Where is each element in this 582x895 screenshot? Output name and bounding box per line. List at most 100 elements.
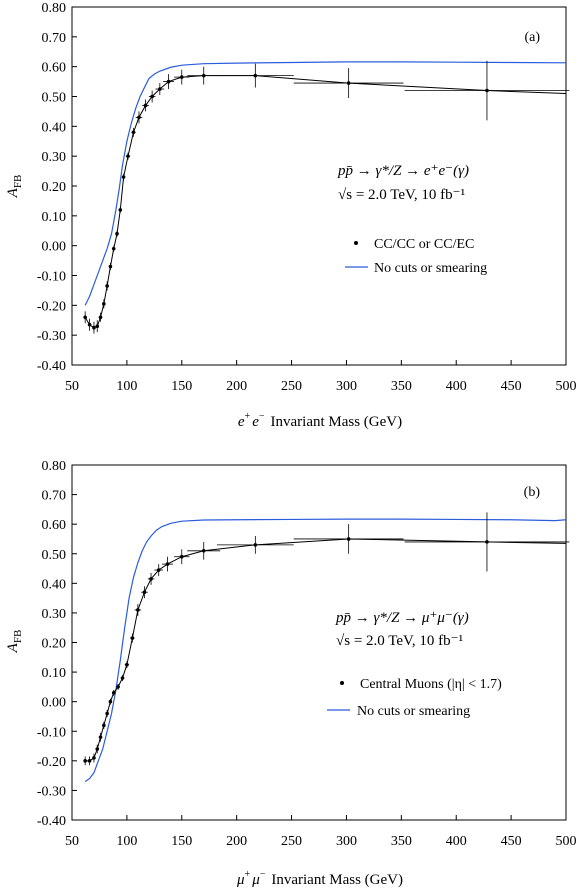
data-point bbox=[253, 73, 258, 78]
x-tick-label: 150 bbox=[171, 834, 192, 849]
y-axis: -0.40 -0.30 -0.20 -0.10 0.00 0.10 0.20 0.30 0.40… bbox=[37, 459, 77, 829]
data-point bbox=[166, 79, 171, 84]
y-axis-title: AFB bbox=[5, 175, 24, 199]
data-point bbox=[253, 543, 258, 547]
data-point bbox=[98, 735, 103, 739]
x-tick-label: 300 bbox=[336, 379, 357, 394]
data-point bbox=[120, 676, 125, 680]
y-tick-label: 0.70 bbox=[42, 31, 67, 46]
y-axis-title: AFB bbox=[5, 630, 24, 654]
theory-line bbox=[84, 61, 567, 306]
x-tick-label: 350 bbox=[391, 834, 412, 849]
data-point bbox=[95, 324, 100, 329]
x-tick-label: 400 bbox=[446, 379, 467, 394]
x-tick-label: 250 bbox=[281, 834, 302, 849]
x-tick-label: 450 bbox=[501, 379, 522, 394]
x-tick-label: 350 bbox=[391, 379, 412, 394]
legend-label-data: Central Muons (|η| < 1.7) bbox=[360, 677, 502, 692]
fit-line bbox=[84, 75, 567, 329]
x-tick-label: 100 bbox=[116, 379, 137, 394]
y-tick-label: -0.10 bbox=[37, 725, 66, 740]
data-point bbox=[102, 723, 106, 728]
x-tick-label: 300 bbox=[336, 834, 357, 849]
x-tick-label: 50 bbox=[65, 834, 79, 849]
data-point bbox=[156, 568, 161, 572]
x-tick-label: 250 bbox=[281, 379, 302, 394]
data-point bbox=[108, 264, 113, 269]
legend: CC/CC or CC/EC No cuts or smearing bbox=[345, 237, 487, 276]
data-point bbox=[125, 662, 129, 667]
x-tick-label: 500 bbox=[556, 379, 577, 394]
data-point bbox=[87, 322, 92, 327]
data-point bbox=[83, 315, 87, 320]
data-point bbox=[137, 115, 141, 120]
panel-label: (a) bbox=[524, 30, 540, 45]
x-tick-label: 150 bbox=[171, 379, 192, 394]
legend: Central Muons (|η| < 1.7) No cuts or sme… bbox=[327, 677, 502, 719]
data-point bbox=[83, 759, 87, 763]
y-tick-label: 0.00 bbox=[42, 696, 67, 711]
data-point bbox=[105, 711, 109, 716]
data-point bbox=[136, 608, 140, 612]
data-point bbox=[118, 208, 123, 212]
x-tick-label: 200 bbox=[226, 379, 247, 394]
data-point bbox=[201, 73, 206, 78]
y-tick-label: 0.50 bbox=[42, 548, 67, 563]
legend-marker-points bbox=[340, 681, 344, 685]
y-tick-label: 0.40 bbox=[42, 120, 67, 135]
y-tick-label: -0.20 bbox=[37, 755, 66, 770]
y-tick-label: 0.30 bbox=[42, 607, 67, 622]
data-point bbox=[158, 87, 162, 91]
y-tick-label: 0.60 bbox=[42, 518, 67, 533]
process-annotation: pp̄ → γ*/Z → μ⁺μ⁻(γ) bbox=[335, 610, 469, 626]
process-annotation: pp̄ → γ*/Z → e⁺e⁻(γ) bbox=[337, 163, 469, 179]
y-axis: -0.40 -0.30 -0.20 -0.10 0.00 0.10 0.20 0.30 0.40… bbox=[37, 1, 77, 374]
x-tick-label: 400 bbox=[446, 834, 467, 849]
data-point bbox=[149, 577, 153, 581]
fit-line bbox=[85, 538, 567, 762]
y-tick-label: -0.30 bbox=[37, 784, 66, 799]
legend-label-theory: No cuts or smearing bbox=[374, 261, 487, 276]
data-point bbox=[131, 130, 136, 135]
plot-frame bbox=[71, 464, 567, 821]
plot-frame bbox=[71, 6, 567, 366]
series-layer bbox=[83, 60, 570, 334]
data-point bbox=[111, 246, 116, 251]
legend-marker-points bbox=[354, 241, 358, 245]
x-axis-title: e+ e− Invariant Mass (GeV) bbox=[238, 411, 402, 430]
legend-label-theory: No cuts or smearing bbox=[357, 704, 470, 719]
theory-line bbox=[84, 518, 567, 783]
y-tick-label: 0.70 bbox=[42, 489, 67, 504]
data-point bbox=[92, 756, 96, 760]
energy-annotation: √s = 2.0 TeV, 10 fb⁻¹ bbox=[338, 187, 465, 203]
y-tick-label: 0.30 bbox=[42, 150, 67, 165]
data-point bbox=[485, 540, 489, 544]
x-tick-label: 500 bbox=[556, 834, 577, 849]
y-tick-label: -0.10 bbox=[37, 270, 66, 285]
y-tick-label: 0.60 bbox=[42, 61, 67, 76]
data-point bbox=[143, 103, 148, 108]
panel-a: -0.40 -0.30 -0.20 -0.10 0.00 0.10 0.20 0.30 0.40… bbox=[5, 1, 577, 430]
x-tick-label: 100 bbox=[116, 834, 137, 849]
data-point bbox=[142, 590, 147, 595]
y-tick-label: 0.20 bbox=[42, 637, 67, 652]
y-tick-label: -0.40 bbox=[37, 814, 66, 829]
y-tick-label: -0.20 bbox=[37, 299, 66, 314]
data-point bbox=[116, 685, 120, 689]
data-point bbox=[130, 636, 135, 640]
x-axis-title: μ+ μ− Invariant Mass (GeV) bbox=[236, 869, 403, 888]
data-point bbox=[92, 325, 96, 330]
data-point bbox=[150, 94, 154, 99]
data-point bbox=[165, 562, 170, 566]
legend-label-data: CC/CC or CC/EC bbox=[374, 237, 474, 252]
x-axis: 50 100 150 200 250 300 350 400 450 500 bbox=[65, 815, 577, 849]
data-point bbox=[87, 759, 92, 763]
data-point bbox=[102, 302, 106, 306]
data-point bbox=[346, 537, 351, 541]
data-point bbox=[485, 88, 489, 93]
data-point bbox=[201, 548, 206, 553]
x-tick-label: 200 bbox=[226, 834, 247, 849]
data-point bbox=[121, 175, 126, 179]
data-point bbox=[115, 231, 119, 236]
